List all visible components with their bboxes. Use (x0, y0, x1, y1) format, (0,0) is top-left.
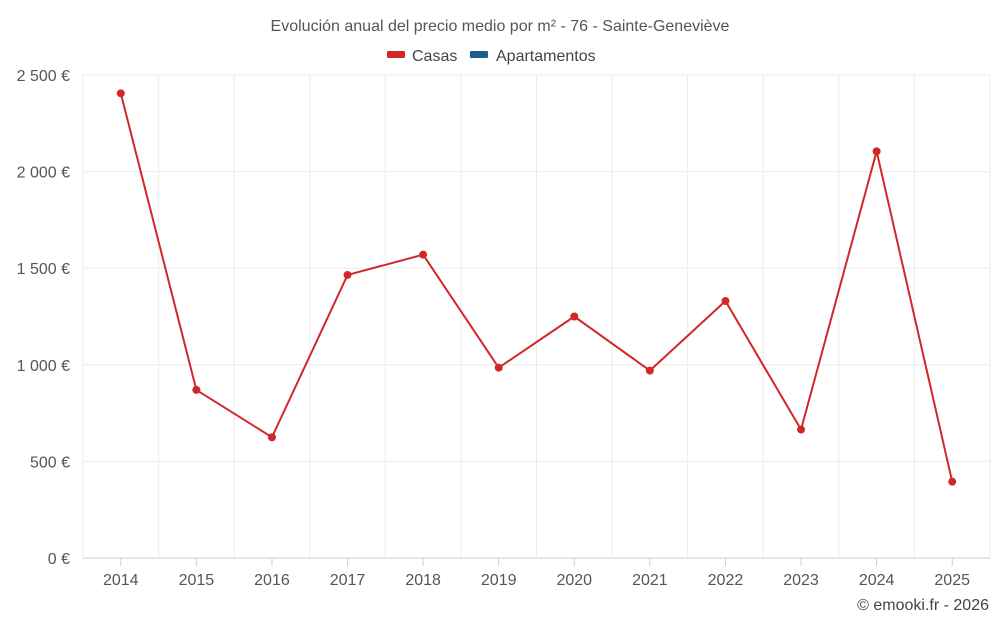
data-point (494, 363, 503, 372)
y-tick-label: 500 € (30, 454, 70, 471)
x-tick-label: 2021 (632, 572, 668, 589)
y-tick-label: 2 500 € (17, 68, 70, 85)
x-tick-label: 2016 (254, 572, 290, 589)
data-point (343, 270, 352, 279)
data-point (116, 89, 125, 98)
y-axis: 0 € 500 € 1 000 € 1 500 € 2 000 € 2 500 € (17, 68, 70, 568)
legend-swatch-apartamentos (470, 51, 488, 58)
x-tick-label: 2017 (330, 572, 366, 589)
x-gridlines (82, 75, 991, 558)
x-tick-label: 2022 (708, 572, 744, 589)
x-tick-label: 2018 (405, 572, 441, 589)
y-tick-label: 2 000 € (17, 165, 70, 182)
data-point (192, 385, 201, 394)
series-casas (116, 89, 957, 486)
data-point (645, 366, 654, 375)
x-tick-label: 2014 (103, 572, 139, 589)
data-point (872, 147, 881, 156)
legend-swatch-casas (387, 51, 405, 58)
legend-label-apartamentos: Apartamentos (496, 48, 596, 65)
y-tick-label: 1 500 € (17, 261, 70, 278)
legend-item-casas[interactable]: Casas (387, 48, 457, 65)
legend-item-apartamentos[interactable]: Apartamentos (470, 48, 596, 65)
x-tick-label: 2015 (179, 572, 215, 589)
credit-text: © emooki.fr - 2026 (857, 597, 989, 614)
x-tick-label: 2020 (556, 572, 592, 589)
data-point (267, 433, 276, 442)
chart-title: Evolución anual del precio medio por m² … (271, 18, 730, 35)
data-point (948, 477, 957, 486)
x-tick-label: 2023 (783, 572, 819, 589)
x-axis: 2014 2015 2016 2017 2018 2019 2020 2021 2022 2023… (103, 558, 970, 589)
x-tick-label: 2024 (859, 572, 895, 589)
series-line-casas (119, 93, 954, 482)
y-tick-label: 1 000 € (17, 358, 70, 375)
data-point (797, 425, 806, 434)
data-point (570, 312, 579, 321)
legend-label-casas: Casas (412, 48, 457, 65)
data-point (419, 250, 428, 259)
y-tick-label: 0 € (48, 551, 70, 568)
x-tick-label: 2019 (481, 572, 517, 589)
data-point (721, 297, 730, 306)
legend: Casas Apartamentos (387, 48, 596, 65)
x-tick-label: 2025 (934, 572, 970, 589)
